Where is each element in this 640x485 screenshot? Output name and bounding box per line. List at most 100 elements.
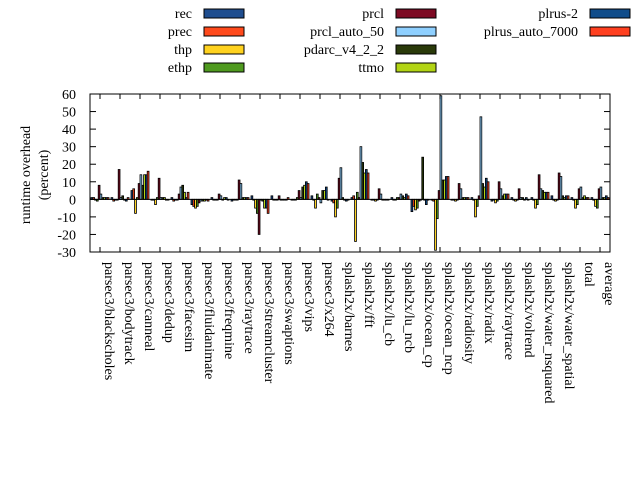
x-tick-label: parsec3/raytrace [241,262,256,354]
legend-label-ethp: ethp [168,61,192,76]
y-tick-label: 20 [62,158,76,173]
bar-prcl_auto_50 [319,198,323,204]
x-tick-label: splash2x/raytrace [501,262,516,360]
x-tick-label: splash2x/ocean_cp [421,262,436,368]
bar-ethp [335,198,339,209]
x-tick-label: total [581,262,596,287]
x-tick-label: splash2x/lu_ncb [401,262,416,353]
bar-prcl [157,177,161,200]
bar-prcl_auto_50 [239,183,243,200]
x-tick-label: splash2x/radiosity [461,262,476,364]
y-tick-label: -20 [57,228,76,243]
y-tick-label: -30 [57,246,76,261]
bar-thp [134,198,137,214]
bar-plrus_auto_7000 [186,191,190,200]
legend-swatch-plrus-2 [589,8,631,19]
y-tick-label: 50 [62,106,76,121]
bar-plrus_auto_7000 [146,170,150,200]
bars [90,95,610,251]
legend-swatch-plrus_auto_7000 [589,26,631,37]
y-tick-label: 40 [62,123,76,138]
x-tick-label: average [601,262,616,306]
bar-rec [310,195,314,200]
legend-swatch-ethp [203,62,245,73]
bar-thp [354,198,357,242]
bar-ethp [475,198,479,207]
legend-swatch-pdarc_v4_2_2 [395,44,437,55]
bar-ethp [435,198,439,220]
y-axis-label-line-2: (percent) [37,149,52,200]
legend: rec prec thp ethp prcl prcl_auto_50 pdarc_v4_2… [168,7,631,76]
x-tick-label: parsec3/bodytrack [121,262,136,365]
x-tick-label: splash2x/fft [361,262,376,328]
x-tick-label: parsec3/freqmine [221,262,236,359]
legend-label-plrus-2: plrus-2 [538,7,578,22]
legend-swatch-thp [203,44,245,55]
legend-label-plrus_auto_7000: plrus_auto_7000 [484,25,578,40]
y-tick-label: 30 [62,141,76,156]
legend-swatch-ttmo [395,62,437,73]
x-tick-label: splash2x/water_spatial [561,262,576,390]
bar-prcl [117,169,121,200]
bar-prcl_auto_50 [339,167,343,200]
x-tick-label: parsec3/swaptions [281,262,296,365]
legend-label-prcl: prcl [362,7,384,22]
bar-rec [250,195,254,200]
y-tick-label: 60 [62,88,76,103]
bar-plrus_auto_7000 [446,176,450,200]
bar-plrus_auto_7000 [366,172,370,200]
bar-plrus_auto_7000 [566,195,570,200]
bar-prcl [257,198,261,235]
legend-swatch-prcl [395,8,437,19]
bar-plrus_auto_7000 [506,193,510,200]
bar-pdarc_v4_2_2 [121,195,125,200]
x-tick-label: splash2x/barnes [341,262,356,351]
y-tick-label: 0 [69,193,76,208]
bar-ethp [576,198,579,205]
axes: parsec3/blackscholes parsec3/bodytrack par… [57,88,616,404]
y-tick-label: -10 [57,211,76,226]
plot-border [89,93,611,253]
legend-label-rec: rec [175,7,192,22]
y-axis-label-line-1: runtime overhead [19,126,34,224]
x-tick-label: parsec3/blackscholes [101,262,116,380]
legend-swatch-rec [203,8,245,19]
bar-rec [270,195,274,200]
bar-ethp [596,198,599,209]
legend-label-prcl_auto_50: prcl_auto_50 [310,25,384,40]
bar-plrus_auto_7000 [546,191,550,200]
bar-thp [314,198,317,209]
x-tick-label: splash2x/radix [481,262,496,344]
legend-label-ttmo: ttmo [358,61,384,76]
bar-plrus_auto_7000 [406,195,410,200]
legend-label-pdarc_v4_2_2: pdarc_v4_2_2 [304,43,384,58]
x-tick-label: parsec3/x264 [321,262,336,337]
x-tick-label: parsec3/vips [301,262,316,332]
y-axis-label: runtime overhead (percent) [19,126,52,224]
bar-prcl_auto_50 [219,195,223,200]
x-tick-label: parsec3/canneal [141,262,156,351]
x-tick-label: splash2x/ocean_ncp [441,262,456,375]
bar-thp [154,198,157,205]
x-tick-label: parsec3/fluidanimate [201,262,216,379]
bar-pdarc_v4_2_2 [421,156,424,200]
x-tick-label: parsec3/dedup [161,262,176,343]
x-tick-label: parsec3/facesim [181,262,196,352]
legend-label-thp: thp [174,43,192,58]
x-tick-label: parsec3/streamcluster [261,262,276,384]
x-tick-label: splash2x/water_nsquared [541,262,556,404]
bar-prec [132,188,136,200]
bar-prcl [277,195,281,200]
x-tick-label: splash2x/volrend [521,262,536,358]
bar-rec [550,195,554,200]
x-tick-label: splash2x/lu_cb [381,262,396,346]
legend-swatch-prec [203,26,245,37]
bar-plrus_auto_7000 [306,183,310,200]
y-tick-label: 10 [62,176,76,191]
bar-plrus_auto_7000 [486,181,490,200]
bar-prcl_auto_50 [379,193,383,200]
bar-plrus-2 [324,186,328,200]
bar-prec [352,195,355,200]
legend-label-prec: prec [168,25,192,40]
